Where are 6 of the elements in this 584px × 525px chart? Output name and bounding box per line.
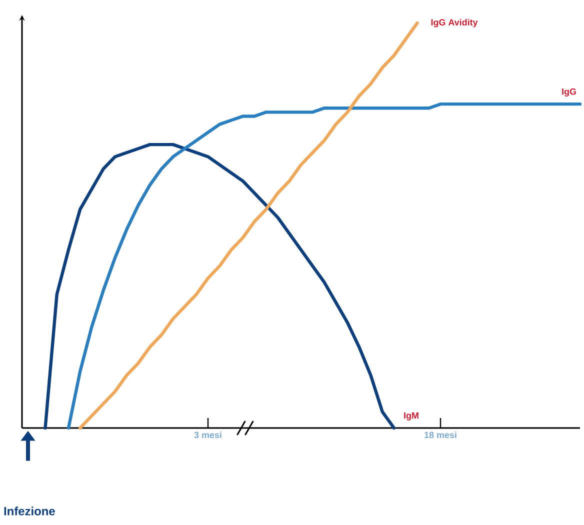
series-label: IgG Avidity bbox=[431, 18, 478, 28]
series-label: IgG bbox=[562, 88, 576, 97]
text: Infezione bbox=[4, 506, 55, 516]
x-tick-label: 18 mesi bbox=[424, 432, 456, 438]
x-tick-label: 3 mesi bbox=[194, 432, 222, 438]
series-label: IgM bbox=[404, 412, 418, 420]
